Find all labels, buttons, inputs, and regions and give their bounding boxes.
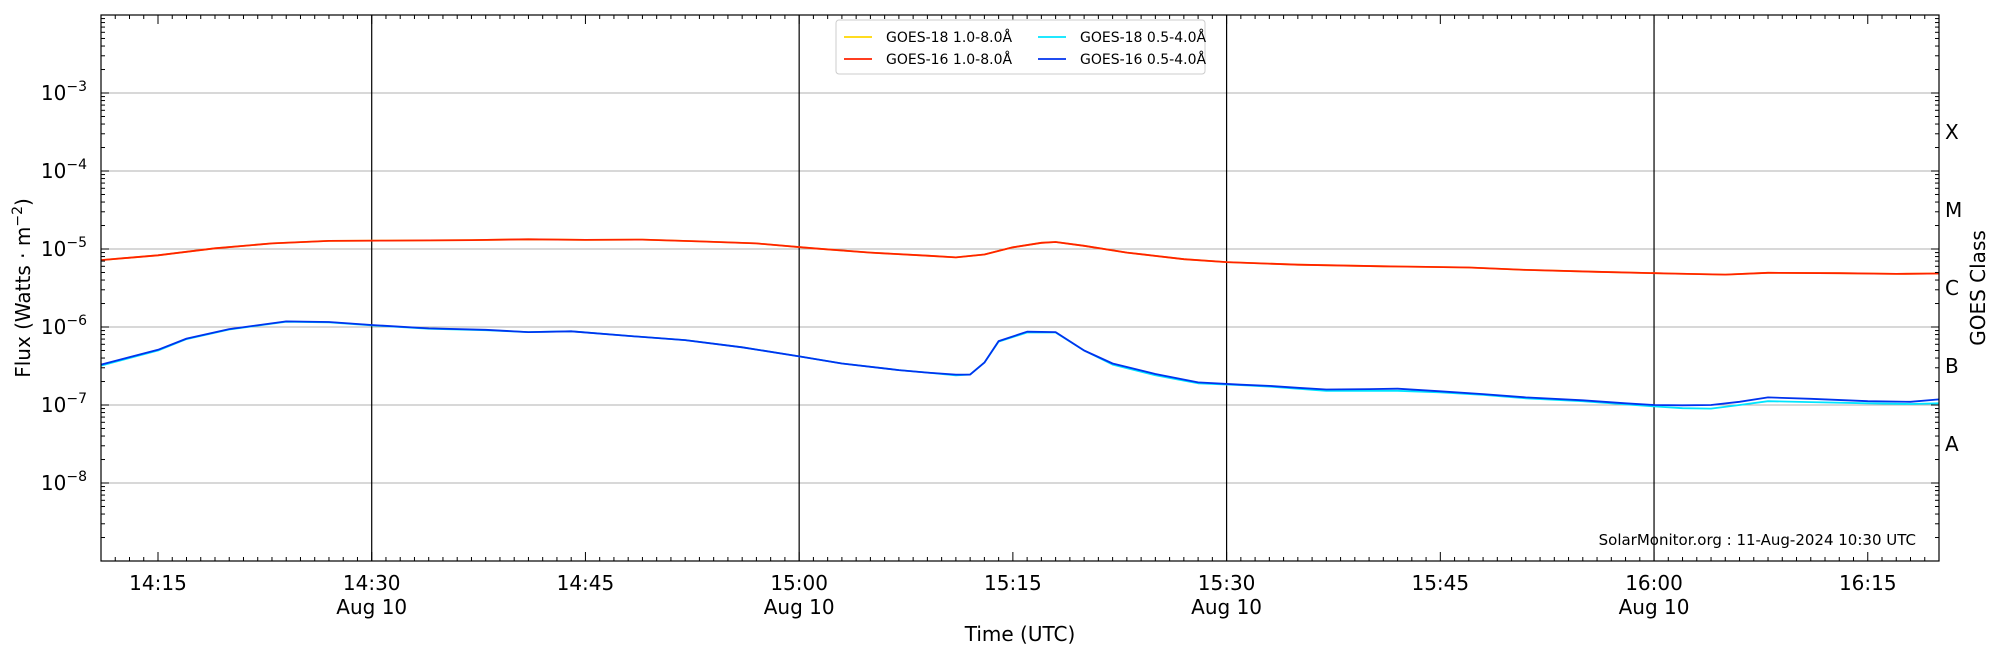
y-axis-title-main: Flux (Watts · m <box>11 227 35 378</box>
tick-layer <box>100 15 1940 562</box>
y-tick-label: 10−3 <box>41 79 87 105</box>
y-tick-base: 10 <box>41 159 66 183</box>
x-tick-label: 15:00 <box>770 571 828 595</box>
x-tick-date-label: Aug 10 <box>1191 595 1262 619</box>
y-tick-base: 10 <box>41 471 66 495</box>
series-line-4 <box>100 320 1940 407</box>
x-tick-label: 15:15 <box>984 571 1042 595</box>
y-tick-label: 10−8 <box>41 469 87 495</box>
source-annotation: SolarMonitor.org : 11-Aug-2024 10:30 UTC <box>1599 531 1916 549</box>
goes-class-label: C <box>1945 276 1959 300</box>
goes-class-label: B <box>1945 354 1959 378</box>
y-tick-base: 10 <box>41 81 66 105</box>
legend-label: GOES-18 0.5-4.0Å <box>1080 29 1206 46</box>
x-tick-date-label: Aug 10 <box>764 595 835 619</box>
goes-class-label: A <box>1945 432 1959 456</box>
y-tick-label: 10−7 <box>41 391 87 417</box>
x-tick-label: 14:15 <box>129 571 187 595</box>
plot-frame <box>100 14 1940 562</box>
goes-class-label: X <box>1945 120 1959 144</box>
legend: GOES-18 1.0-8.0Å GOES-16 1.0-8.0Å GOES-18 … <box>835 19 1206 75</box>
legend-label: GOES-16 1.0-8.0Å <box>886 51 1012 68</box>
y-tick-base: 10 <box>41 237 66 261</box>
y-tick-base: 10 <box>41 315 66 339</box>
x-tick-date-label: Aug 10 <box>1619 595 1690 619</box>
x-tick-label: 15:45 <box>1411 571 1469 595</box>
series-line-1 <box>100 238 1940 276</box>
legend-label: GOES-16 0.5-4.0Å <box>1080 51 1206 68</box>
series-line-2 <box>100 238 1940 276</box>
grid-layer <box>101 15 1939 561</box>
y-axis-title-exponent: −2 <box>10 206 26 227</box>
secondary-axis-title: GOES Class <box>1966 230 1990 346</box>
x-tick-label: 14:30 <box>343 571 401 595</box>
y-tick-label: 10−6 <box>41 313 87 339</box>
x-tick-label: 16:15 <box>1839 571 1897 595</box>
x-tick-label: 16:00 <box>1625 571 1683 595</box>
legend-box <box>835 19 1206 75</box>
x-axis-title: Time (UTC) <box>964 622 1076 646</box>
x-tick-label: 14:45 <box>557 571 615 595</box>
y-tick-label: 10−4 <box>41 157 87 183</box>
y-tick-exponent: −8 <box>66 469 87 485</box>
y-tick-exponent: −6 <box>66 313 87 329</box>
y-tick-base: 10 <box>41 393 66 417</box>
y-axis-title-close: ) <box>11 198 35 206</box>
y-axis-title: Flux (Watts · m−2) <box>10 198 35 378</box>
y-tick-exponent: −4 <box>66 157 87 173</box>
y-tick-exponent: −7 <box>66 391 87 407</box>
y-tick-exponent: −3 <box>66 79 87 95</box>
y-tick-exponent: −5 <box>66 235 87 251</box>
x-tick-label: 15:30 <box>1198 571 1256 595</box>
x-tick-date-label: Aug 10 <box>336 595 407 619</box>
goes-class-label: M <box>1945 198 1962 222</box>
series-layer <box>100 238 1940 410</box>
y-tick-label: 10−5 <box>41 235 87 261</box>
legend-label: GOES-18 1.0-8.0Å <box>886 29 1012 46</box>
